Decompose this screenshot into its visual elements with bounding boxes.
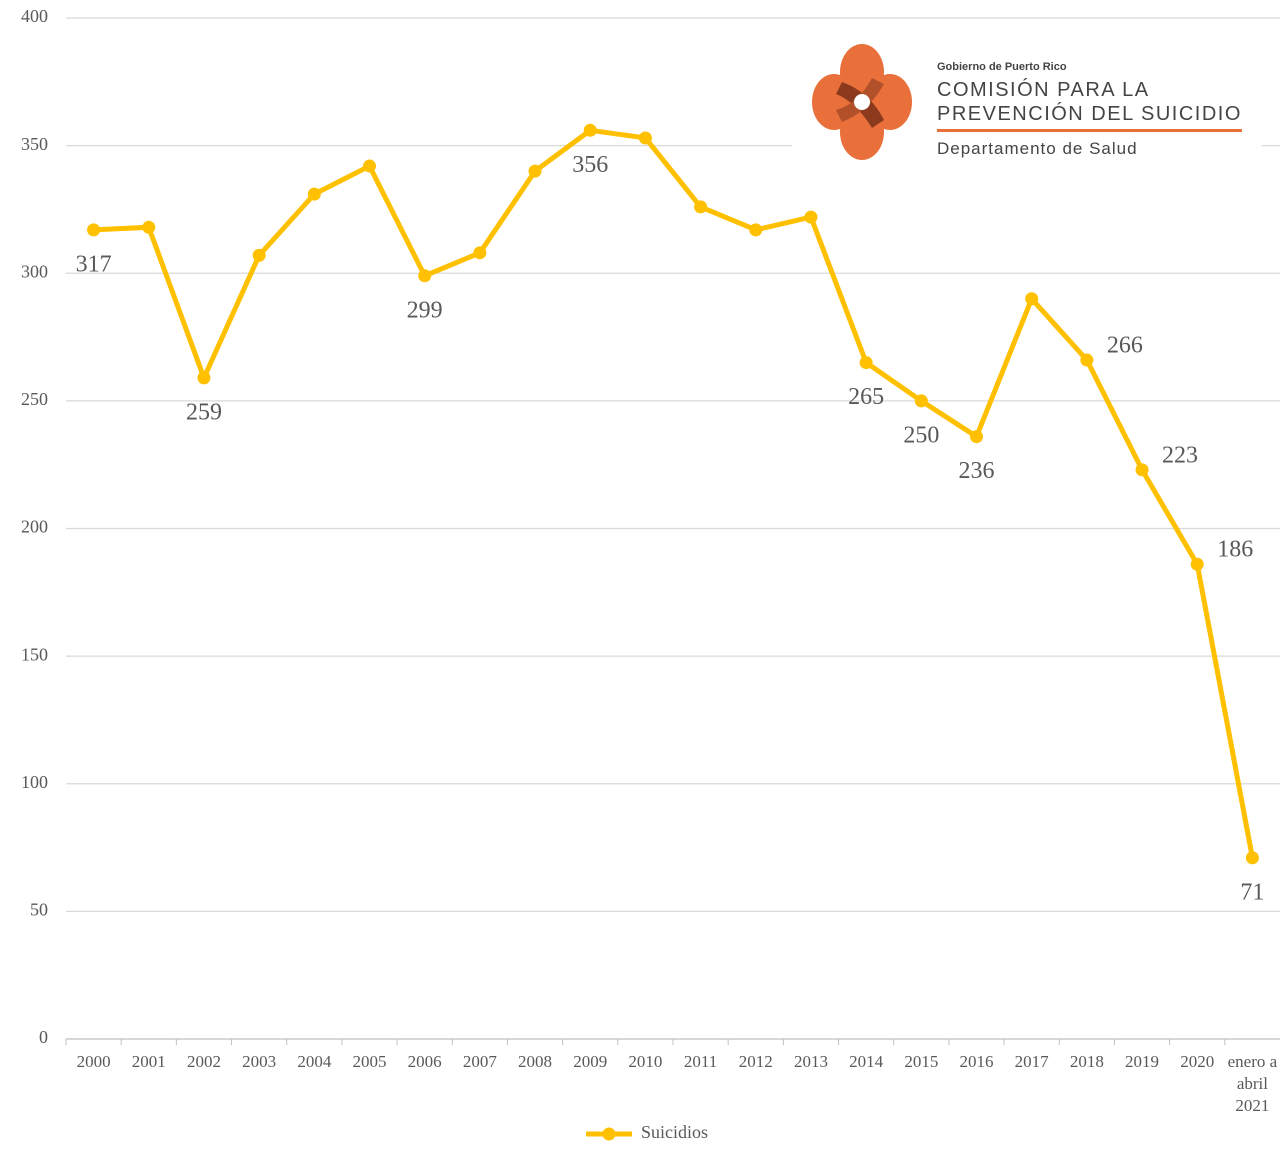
logo-dept: Departamento de Salud: [937, 139, 1138, 158]
point: [1080, 353, 1094, 367]
x-tick-label: 2002: [187, 1052, 221, 1071]
x-tick-label: 2008: [518, 1052, 552, 1071]
legend-label: Suicidios: [641, 1122, 708, 1142]
plot-area: 0 50 100 150 200 250 300 350 400 2000 2001 2002 2003…: [21, 6, 1280, 1142]
data-label: 356: [572, 152, 608, 178]
logo-icon: [812, 44, 912, 160]
x-tick-label: 2012: [739, 1052, 773, 1071]
logo-line: COMISIÓN PARA LA: [937, 78, 1150, 101]
point: [804, 210, 818, 224]
point: [970, 430, 983, 444]
x-tick-label: 2013: [794, 1052, 828, 1071]
point: [914, 394, 928, 408]
data-label: 265: [848, 384, 884, 410]
x-tick-label: 2016: [960, 1052, 994, 1071]
point: [1135, 463, 1149, 477]
data-label: 299: [407, 297, 443, 323]
point: [307, 187, 321, 201]
data-label: 266: [1107, 333, 1143, 359]
point: [583, 123, 597, 137]
x-tick-label: 2015: [904, 1052, 938, 1071]
point: [749, 223, 763, 237]
y-tick-label: 300: [21, 261, 48, 281]
point: [363, 159, 376, 173]
point: [528, 164, 542, 178]
logo-rule: [937, 129, 1242, 132]
data-label: 236: [959, 458, 995, 484]
x-tick-label: 2007: [463, 1052, 498, 1071]
x-tick-label: 2011: [684, 1052, 717, 1071]
x-tick-label: 2005: [353, 1052, 387, 1071]
logo-line: PREVENCIÓN DEL SUICIDIO: [937, 102, 1242, 125]
point: [638, 131, 652, 145]
legend-marker: [602, 1127, 616, 1141]
data-label: 71: [1240, 879, 1264, 905]
x-tick-label: 2014: [849, 1052, 884, 1071]
point: [1190, 557, 1204, 571]
x-tick-label: enero a abril 2021: [1228, 1052, 1278, 1115]
logo-org: Gobierno de Puerto Rico: [937, 61, 1067, 73]
series-line: [93, 127, 1255, 859]
y-tick-label: 400: [21, 6, 48, 26]
x-tick-label: 2000: [77, 1052, 111, 1071]
point: [694, 200, 708, 214]
data-label: 223: [1162, 442, 1198, 468]
point: [142, 220, 156, 234]
y-tick-label: 50: [30, 900, 48, 920]
y-tick-label: 350: [21, 134, 48, 154]
point: [859, 356, 873, 370]
x-tick-label: 2009: [573, 1052, 607, 1071]
y-tick-label: 150: [21, 644, 48, 664]
data-label: 317: [76, 251, 112, 277]
x-tick-label: 2003: [242, 1052, 276, 1071]
point: [197, 371, 211, 385]
x-tick-label: 2004: [297, 1052, 332, 1071]
x-tick-label: 2019: [1125, 1052, 1159, 1071]
point: [252, 248, 266, 262]
y-tick-label: 0: [39, 1027, 48, 1047]
x-tick-label: 2018: [1070, 1052, 1104, 1071]
x-tick-label: 2006: [408, 1052, 442, 1071]
x-tick-label: 2001: [132, 1052, 166, 1071]
y-tick-label: 200: [21, 517, 48, 537]
point: [1245, 851, 1259, 865]
point: [473, 246, 487, 260]
x-tick-label: 2017: [1015, 1052, 1050, 1071]
point: [1025, 292, 1039, 306]
data-label: 250: [903, 422, 939, 448]
y-tick-label: 100: [21, 772, 48, 792]
point: [418, 269, 432, 283]
logo: Gobierno de Puerto Rico COMISIÓN PARA LA…: [792, 30, 1262, 170]
point: [87, 223, 101, 237]
x-tick-label: 2020: [1180, 1052, 1214, 1071]
data-label: 259: [186, 399, 222, 425]
y-tick-label: 250: [21, 389, 48, 409]
data-label: 186: [1217, 537, 1253, 563]
x-tick-label: 2010: [628, 1052, 662, 1071]
